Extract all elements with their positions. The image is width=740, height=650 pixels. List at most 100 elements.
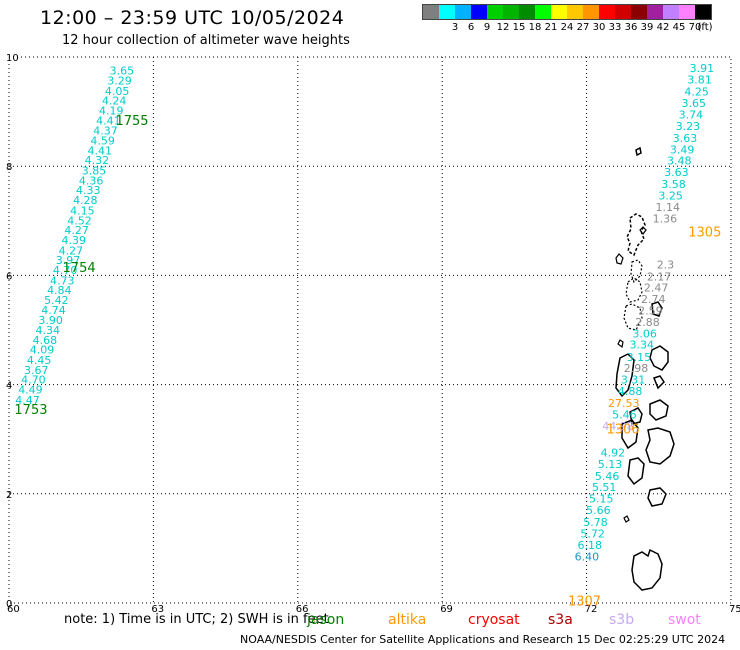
y-tick-label: 2 <box>6 490 12 501</box>
wave-height-value: 3.63 <box>664 166 689 179</box>
legend-s3b: s3b <box>609 612 635 628</box>
wave-height-value: 3.25 <box>658 190 683 203</box>
x-tick-label: 72 <box>585 604 598 615</box>
wave-height-value: 4.74 <box>41 304 66 317</box>
wave-height-value: 2.17 <box>647 270 672 283</box>
pass-time-label: 1307 <box>568 594 601 609</box>
satellite-legend: jason altika cryosat s3a s3b swot <box>0 612 740 628</box>
wave-height-value: 3.67 <box>24 364 49 377</box>
wave-height-value: 6.18 <box>578 539 603 552</box>
time-labels: 1755 1754 1753 1305 1306 1307 <box>14 114 721 609</box>
scale-swatch <box>615 5 631 19</box>
wave-height-value: 4.34 <box>36 324 61 337</box>
wave-height-value: 2.47 <box>644 281 669 294</box>
island <box>625 277 643 303</box>
wave-height-value: 3.63 <box>673 132 698 145</box>
wave-height-value: 4.27 <box>64 224 89 237</box>
wave-height-value: 4.32 <box>85 154 110 167</box>
wave-height-value: 4.47 <box>15 394 40 407</box>
wave-height-value: 3.49 <box>670 143 695 156</box>
wave-height-value: 4.68 <box>33 334 58 347</box>
scale-swatch <box>535 5 551 19</box>
altimeter-tracks: 3.653.294.054.244.194.414.374.594.414.32… <box>15 62 714 564</box>
plot-frame <box>8 56 732 604</box>
wave-height-value: 3.34 <box>629 339 654 352</box>
note-text: note: 1) Time is in UTC; 2) SWH is in fe… <box>64 612 329 627</box>
wave-height-value: 4.15 <box>70 204 95 217</box>
wave-height-value: 4.92 <box>601 446 626 459</box>
scale-swatch <box>695 5 711 19</box>
y-tick-label: 0 <box>6 599 12 610</box>
scale-label: 12 <box>496 22 510 33</box>
maldives-islands <box>615 146 675 591</box>
wave-height-value: 4.27 <box>59 244 84 257</box>
island <box>623 303 643 331</box>
scale-label: 30 <box>592 22 606 33</box>
scale-label: 15 <box>512 22 526 33</box>
scale-swatch <box>631 5 647 19</box>
wave-height-value: 3.29 <box>107 74 132 87</box>
wave-height-value: 4.19 <box>99 105 124 118</box>
scale-swatch <box>663 5 679 19</box>
grid <box>9 57 731 603</box>
scale-label: 33 <box>608 22 622 33</box>
scale-swatch <box>679 5 695 19</box>
wave-height-value: 3.48 <box>667 155 692 168</box>
y-tick-label: 10 <box>6 53 19 64</box>
wave-height-value: 1.14 <box>655 201 680 214</box>
scale-label: 3 <box>451 22 459 33</box>
scale-swatch <box>567 5 583 19</box>
wave-height-value: 4.88 <box>618 385 643 398</box>
wave-height-value: 1.36 <box>653 213 678 226</box>
legend-swot: swot <box>668 612 701 628</box>
scale-label: 6 <box>467 22 475 33</box>
scale-swatch <box>599 5 615 19</box>
wave-height-value: 4.24 <box>102 95 127 108</box>
scale-swatch <box>439 5 455 19</box>
y-tick-label: 6 <box>6 271 12 282</box>
x-tick-label: 63 <box>151 604 164 615</box>
wave-height-value: 44.98 <box>602 420 634 433</box>
island <box>631 548 663 591</box>
page-subtitle: 12 hour collection of altimeter wave hei… <box>62 33 350 48</box>
island <box>621 419 639 450</box>
color-scale: 3 6 9 12 15 18 21 24 27 30 33 36 39 42 45 70 (ft) <box>422 4 713 34</box>
island <box>649 345 669 371</box>
wave-height-value: 3.97 <box>56 254 81 267</box>
wave-height-value: 27.53 <box>608 397 640 410</box>
legend-s3a: s3a <box>548 612 573 628</box>
wave-height-value: 5.72 <box>580 528 605 541</box>
wave-height-value: 4.25 <box>684 85 709 98</box>
island <box>627 457 645 486</box>
island <box>615 253 624 265</box>
wave-height-value: 3.15 <box>627 351 652 364</box>
island <box>615 353 635 398</box>
scale-swatch <box>647 5 663 19</box>
wave-height-value: 2.88 <box>635 316 660 329</box>
axis-ticks: 60 63 66 69 72 75 0 2 4 6 8 10 <box>6 53 740 615</box>
scale-label: 24 <box>560 22 574 33</box>
island <box>623 515 630 523</box>
wave-height-value: 3.23 <box>676 120 701 133</box>
x-tick-label: 75 <box>729 604 740 615</box>
wave-height-value: 5.42 <box>44 294 69 307</box>
wave-height-value: 4.41 <box>96 114 121 127</box>
island <box>653 375 665 390</box>
scale-swatch <box>551 5 567 19</box>
wave-height-value: 3.58 <box>661 178 686 191</box>
wave-height-value: 4.70 <box>53 264 78 277</box>
wave-height-value: 2.3 <box>657 258 675 271</box>
wave-height-value: 4.09 <box>30 344 55 357</box>
x-tick-label: 60 <box>7 604 20 615</box>
pass-time-label: 1305 <box>688 226 721 241</box>
scale-swatch <box>455 5 471 19</box>
x-tick-label: 69 <box>440 604 453 615</box>
wave-height-value: 5.15 <box>589 493 614 506</box>
scale-label: 45 <box>672 22 686 33</box>
wave-height-value: 3.90 <box>38 314 63 327</box>
wave-height-value: 5.66 <box>586 504 611 517</box>
wave-height-value: 4.05 <box>105 85 130 98</box>
island <box>626 213 646 257</box>
wave-height-value: 4.52 <box>67 214 92 227</box>
